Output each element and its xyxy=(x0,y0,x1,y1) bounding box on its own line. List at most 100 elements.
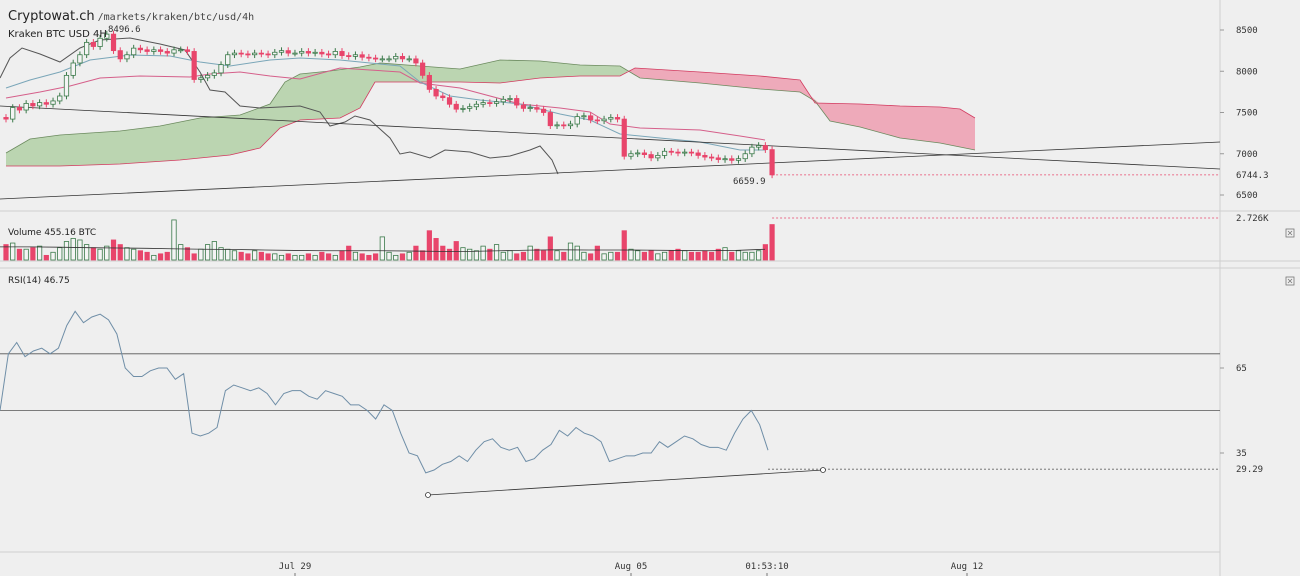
volume-bar[interactable] xyxy=(272,253,278,261)
volume-bar[interactable] xyxy=(756,250,762,261)
volume-bar[interactable] xyxy=(312,254,318,261)
volume-bar[interactable] xyxy=(10,242,16,261)
volume-bar[interactable] xyxy=(500,251,506,261)
candle[interactable] xyxy=(487,102,493,104)
volume-bar[interactable] xyxy=(204,244,211,261)
volume-bar[interactable] xyxy=(534,248,540,261)
candle[interactable] xyxy=(70,62,76,76)
candle[interactable] xyxy=(668,150,674,153)
candle[interactable] xyxy=(520,104,527,109)
volume-bar[interactable] xyxy=(621,230,627,261)
candle[interactable] xyxy=(682,151,688,154)
volume-bar[interactable] xyxy=(487,248,493,261)
volume-bar[interactable] xyxy=(413,245,419,261)
candle[interactable] xyxy=(97,37,103,47)
volume-bar[interactable] xyxy=(386,251,392,261)
volume-bar[interactable] xyxy=(3,244,9,261)
volume-bar[interactable] xyxy=(722,247,728,261)
candle[interactable] xyxy=(621,118,627,157)
site-name[interactable]: Cryptowat.ch xyxy=(8,9,95,24)
candle[interactable] xyxy=(346,55,352,57)
volume-bar[interactable] xyxy=(433,238,439,261)
candle[interactable] xyxy=(57,95,63,102)
candle[interactable] xyxy=(305,51,312,54)
candle[interactable] xyxy=(278,50,285,53)
candle[interactable] xyxy=(252,52,258,56)
candle[interactable] xyxy=(567,123,574,127)
volume-bar[interactable] xyxy=(493,244,500,261)
candle[interactable] xyxy=(191,51,197,80)
candle[interactable] xyxy=(413,58,419,64)
volume-bar[interactable] xyxy=(252,250,258,261)
candle[interactable] xyxy=(514,98,520,106)
candle[interactable] xyxy=(258,52,264,55)
support-trendline[interactable] xyxy=(0,141,1221,200)
candle[interactable] xyxy=(729,158,735,161)
candle[interactable] xyxy=(742,153,748,160)
candle[interactable] xyxy=(366,56,372,59)
volume-bar[interactable] xyxy=(84,244,90,261)
candle[interactable] xyxy=(231,52,238,56)
candle[interactable] xyxy=(534,107,540,110)
candle[interactable] xyxy=(84,41,90,56)
candle[interactable] xyxy=(117,50,123,60)
candle[interactable] xyxy=(493,101,500,104)
candle[interactable] xyxy=(406,58,412,61)
candle[interactable] xyxy=(527,107,533,109)
volume-bar[interactable] xyxy=(446,248,453,261)
volume-bar[interactable] xyxy=(144,251,150,261)
candle[interactable] xyxy=(588,115,594,121)
volume-bar[interactable] xyxy=(426,230,432,261)
candle[interactable] xyxy=(467,106,473,109)
candle[interactable] xyxy=(641,152,648,155)
close-icon[interactable] xyxy=(1285,228,1295,238)
candle[interactable] xyxy=(43,102,49,105)
candle[interactable] xyxy=(648,154,654,159)
candle[interactable] xyxy=(372,57,379,60)
volume-bar[interactable] xyxy=(702,250,708,261)
candle[interactable] xyxy=(325,53,332,56)
candle[interactable] xyxy=(245,53,251,56)
candle[interactable] xyxy=(16,107,23,111)
volume-bar[interactable] xyxy=(198,248,204,261)
rsi-line[interactable] xyxy=(0,310,769,474)
volume-bar[interactable] xyxy=(97,248,103,261)
volume-bar[interactable] xyxy=(131,248,137,261)
volume-bar[interactable] xyxy=(332,254,338,261)
volume-bar[interactable] xyxy=(695,251,701,261)
volume-bar[interactable] xyxy=(292,254,298,261)
volume-bar[interactable] xyxy=(769,224,775,261)
candle[interactable] xyxy=(352,54,359,57)
volume-bar[interactable] xyxy=(278,254,285,261)
volume-bar[interactable] xyxy=(218,247,224,261)
candle[interactable] xyxy=(164,51,170,54)
rsi-trendline-handle[interactable] xyxy=(820,467,826,473)
volume-bar[interactable] xyxy=(420,250,426,261)
volume-bar[interactable] xyxy=(90,247,96,261)
volume-bar[interactable] xyxy=(581,251,587,261)
candle[interactable] xyxy=(3,117,9,120)
volume-bar[interactable] xyxy=(285,253,291,261)
volume-bar[interactable] xyxy=(648,250,654,261)
candle[interactable] xyxy=(554,124,560,127)
candle[interactable] xyxy=(756,145,762,148)
volume-bar[interactable] xyxy=(655,253,661,261)
volume-bar[interactable] xyxy=(50,251,56,261)
candle[interactable] xyxy=(749,146,755,155)
candle[interactable] xyxy=(171,49,177,54)
volume-bar[interactable] xyxy=(473,250,480,261)
candle[interactable] xyxy=(77,54,83,64)
candle[interactable] xyxy=(211,72,217,76)
candle[interactable] xyxy=(30,103,36,107)
volume-bar[interactable] xyxy=(628,248,634,261)
volume-bar[interactable] xyxy=(151,254,157,261)
candle[interactable] xyxy=(655,154,661,159)
volume-bar[interactable] xyxy=(641,251,648,261)
candle[interactable] xyxy=(104,33,110,39)
candle[interactable] xyxy=(184,49,191,52)
volume-bar[interactable] xyxy=(574,245,580,261)
candle[interactable] xyxy=(473,103,480,108)
volume-bar[interactable] xyxy=(682,250,688,261)
volume-bar[interactable] xyxy=(30,247,36,261)
